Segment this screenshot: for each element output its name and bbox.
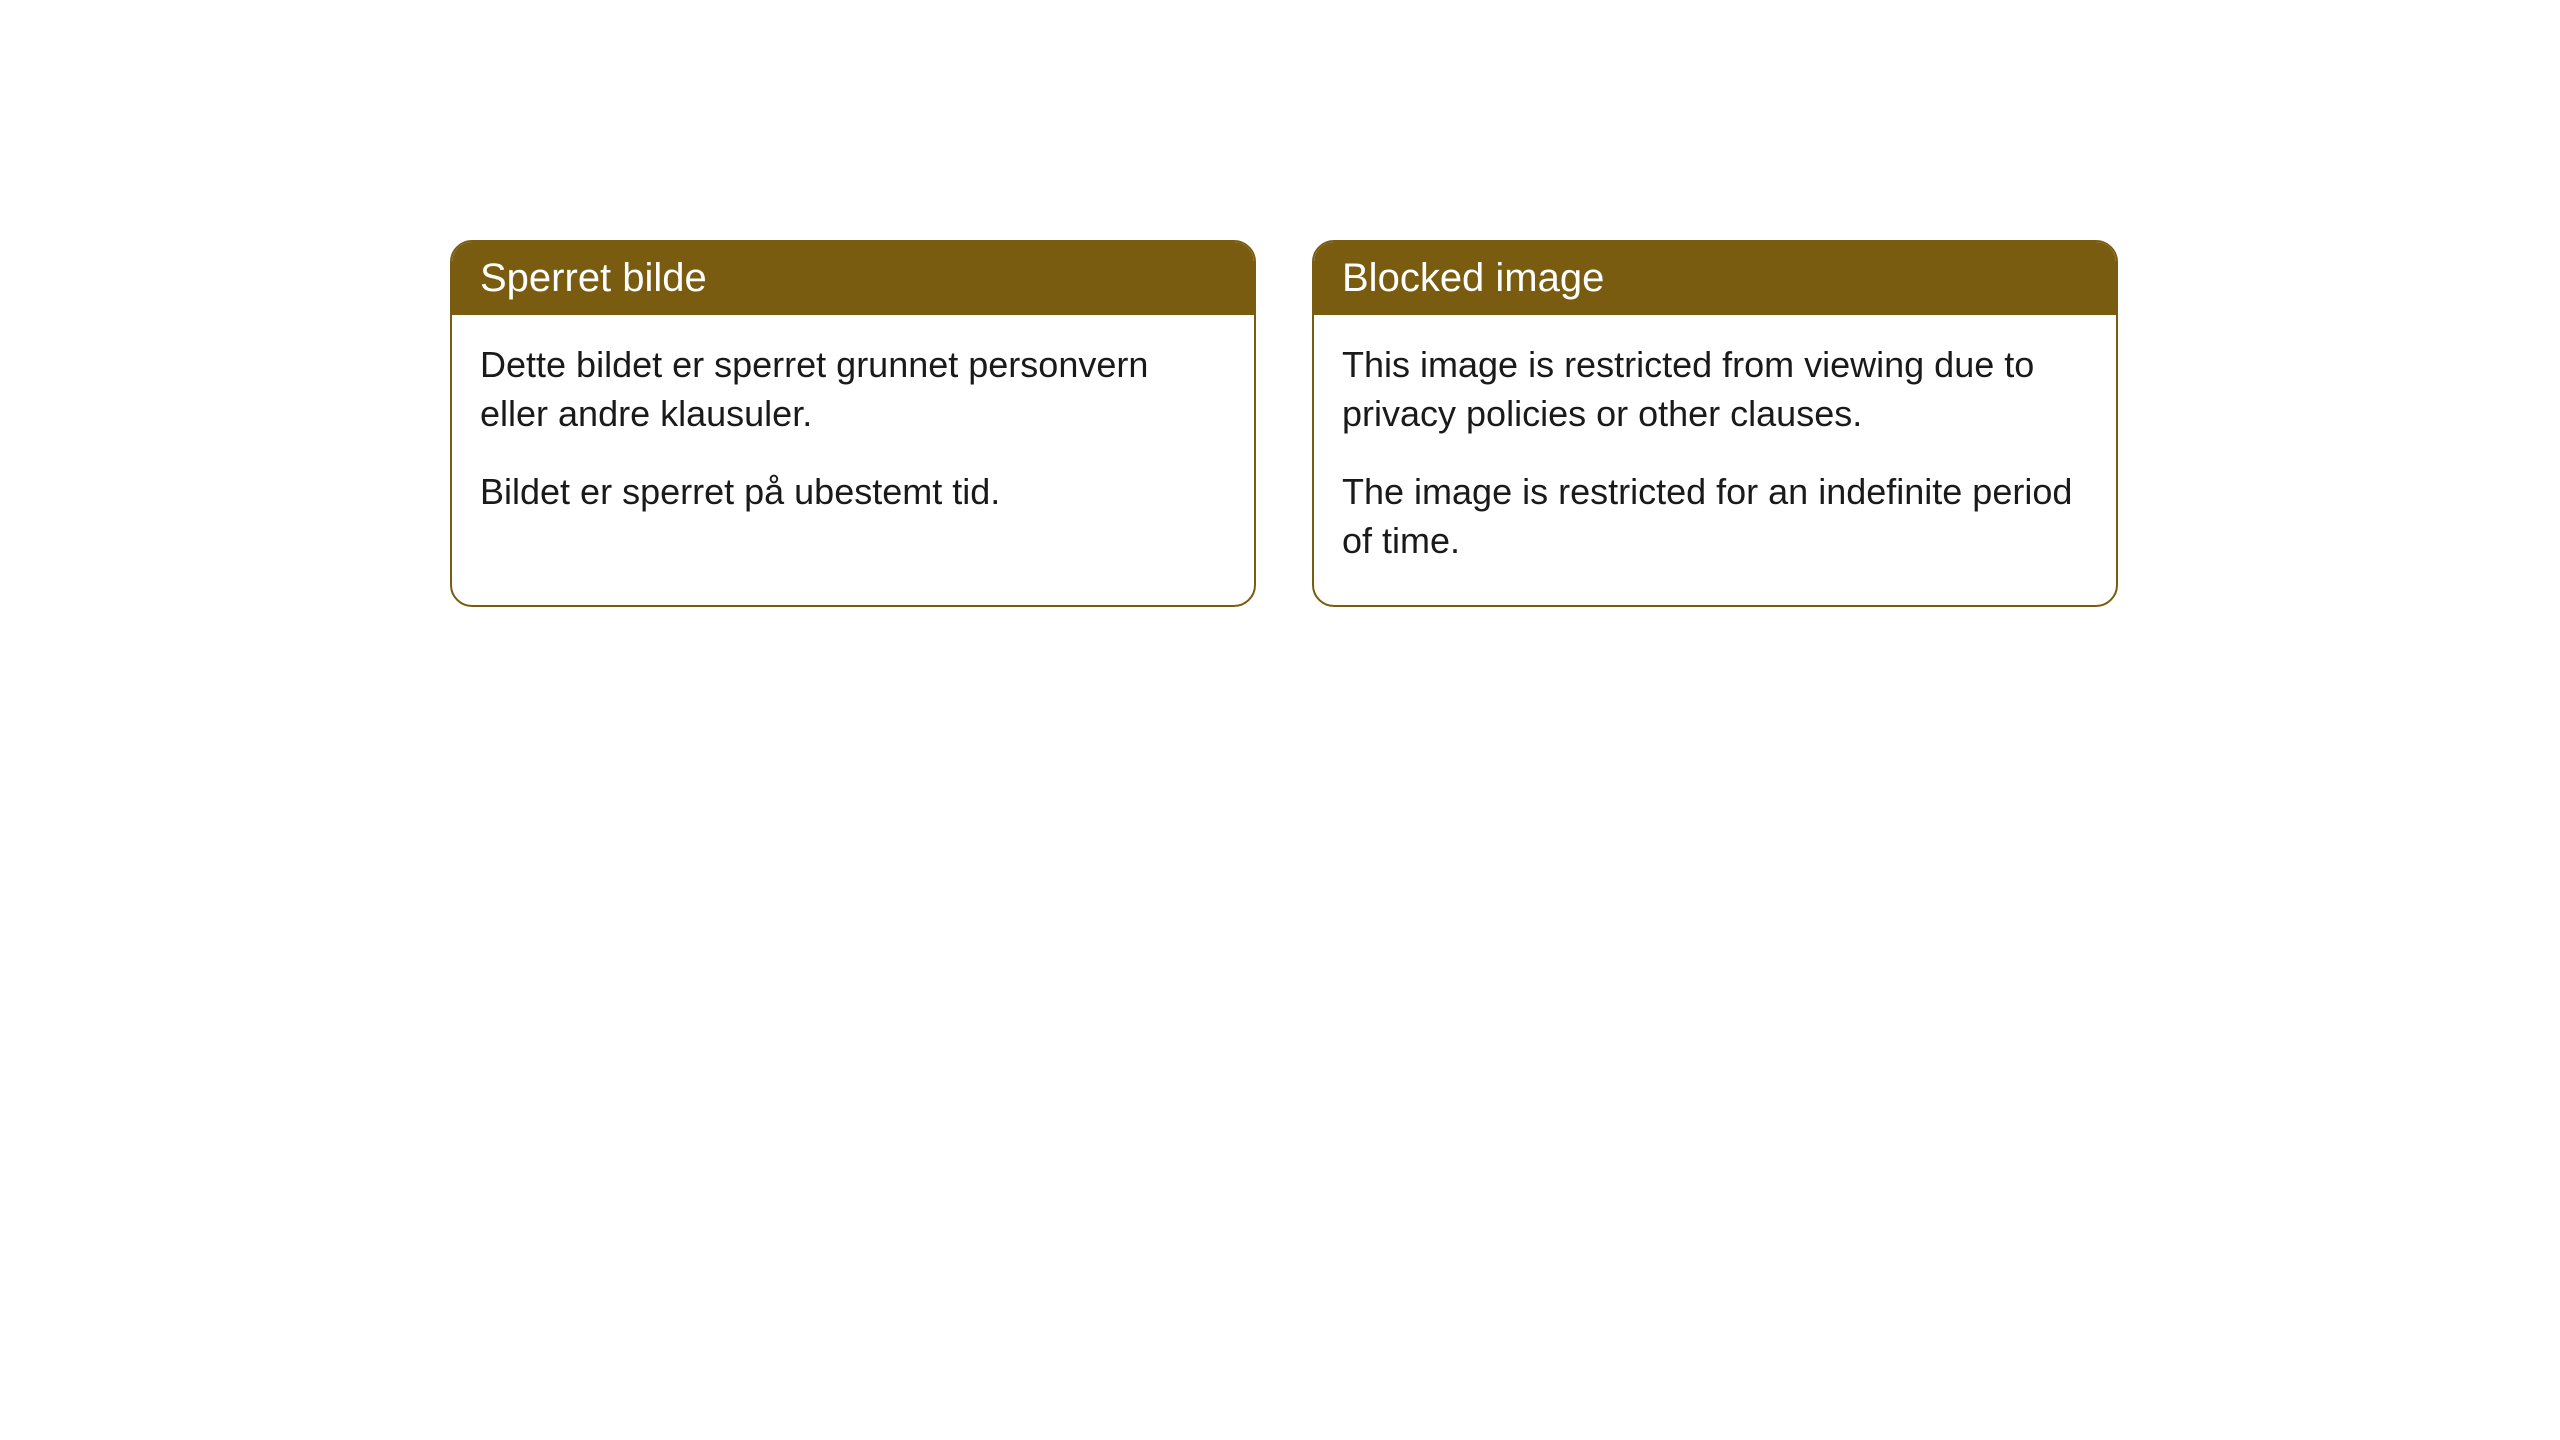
blocked-image-card-norwegian: Sperret bilde Dette bildet er sperret gr…: [450, 240, 1256, 607]
card-paragraph: Bildet er sperret på ubestemt tid.: [480, 468, 1226, 517]
card-body: Dette bildet er sperret grunnet personve…: [452, 315, 1254, 557]
card-header: Sperret bilde: [452, 242, 1254, 315]
notice-cards-container: Sperret bilde Dette bildet er sperret gr…: [450, 240, 2560, 607]
card-title: Blocked image: [1342, 256, 1604, 300]
blocked-image-card-english: Blocked image This image is restricted f…: [1312, 240, 2118, 607]
card-paragraph: This image is restricted from viewing du…: [1342, 341, 2088, 438]
card-paragraph: Dette bildet er sperret grunnet personve…: [480, 341, 1226, 438]
card-title: Sperret bilde: [480, 256, 707, 300]
card-paragraph: The image is restricted for an indefinit…: [1342, 468, 2088, 565]
card-header: Blocked image: [1314, 242, 2116, 315]
card-body: This image is restricted from viewing du…: [1314, 315, 2116, 605]
